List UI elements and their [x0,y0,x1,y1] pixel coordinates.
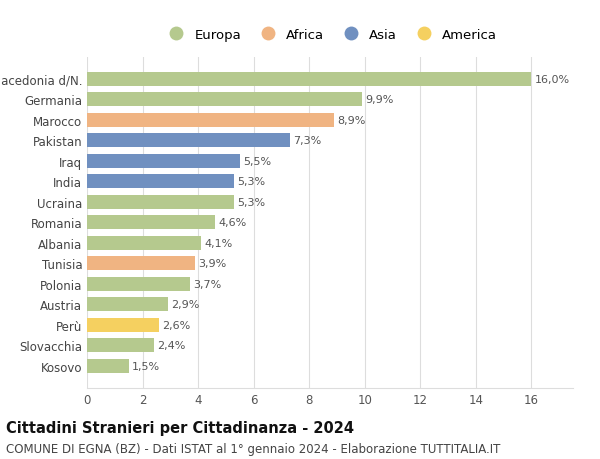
Text: 4,6%: 4,6% [218,218,247,228]
Text: 8,9%: 8,9% [337,115,366,125]
Bar [87,175,234,189]
Bar [87,93,362,107]
Bar [87,257,196,270]
Bar [87,73,532,86]
Text: 2,6%: 2,6% [163,320,191,330]
Bar [87,338,154,353]
Text: 1,5%: 1,5% [132,361,160,371]
Text: 16,0%: 16,0% [535,74,570,84]
Text: 9,9%: 9,9% [365,95,394,105]
Text: 5,3%: 5,3% [238,177,266,187]
Bar [87,318,159,332]
Bar [87,277,190,291]
Bar [87,154,240,168]
Bar [87,113,334,127]
Text: Cittadini Stranieri per Cittadinanza - 2024: Cittadini Stranieri per Cittadinanza - 2… [6,420,354,435]
Text: 5,5%: 5,5% [243,156,271,166]
Text: 4,1%: 4,1% [204,238,232,248]
Text: 3,9%: 3,9% [199,258,227,269]
Bar [87,236,201,250]
Bar [87,297,167,312]
Bar [87,359,128,373]
Bar [87,216,215,230]
Text: 7,3%: 7,3% [293,136,322,146]
Bar [87,195,234,209]
Bar [87,134,290,148]
Text: COMUNE DI EGNA (BZ) - Dati ISTAT al 1° gennaio 2024 - Elaborazione TUTTITALIA.IT: COMUNE DI EGNA (BZ) - Dati ISTAT al 1° g… [6,442,500,454]
Text: 3,7%: 3,7% [193,279,221,289]
Text: 2,9%: 2,9% [171,299,199,309]
Legend: Europa, Africa, Asia, America: Europa, Africa, Asia, America [160,26,500,44]
Text: 5,3%: 5,3% [238,197,266,207]
Text: 2,4%: 2,4% [157,341,185,350]
